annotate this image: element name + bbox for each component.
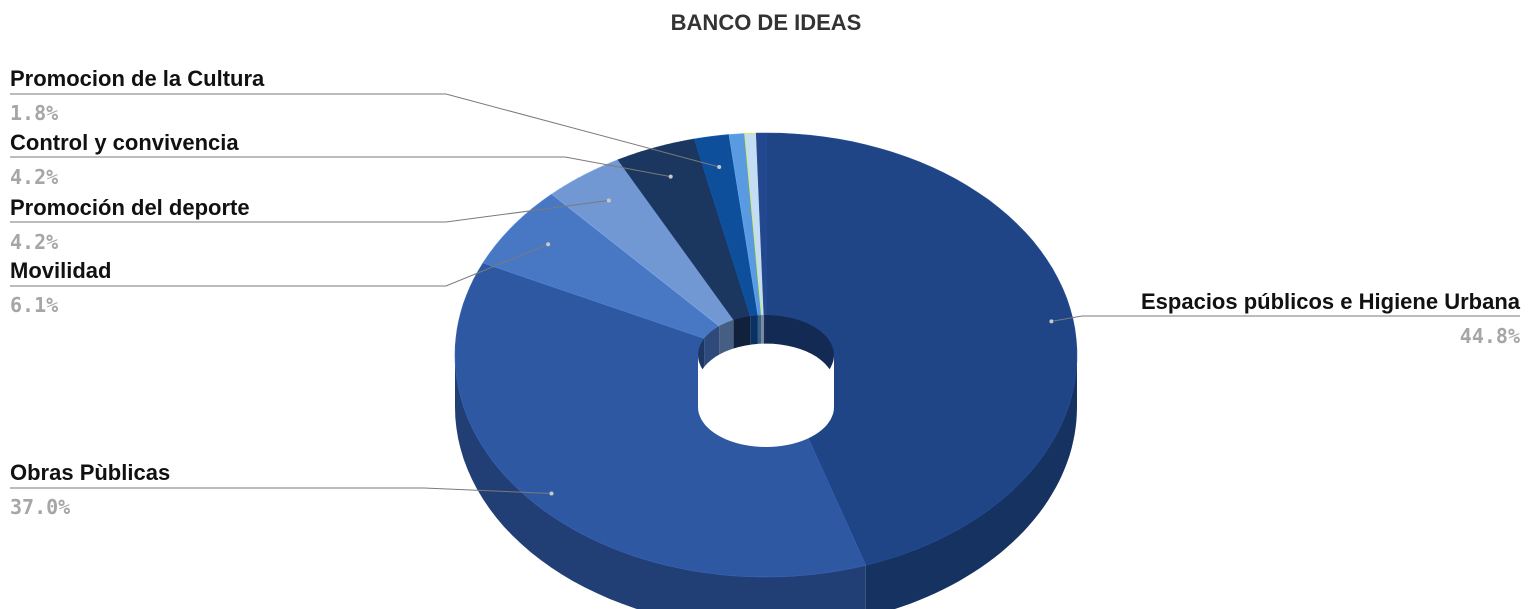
leader-line-control-y-convivencia — [10, 156, 671, 178]
value-label-espacios-publicos-e-higiene-urbana: 44.8% — [1460, 324, 1520, 348]
value-label-movilidad: 6.1% — [10, 293, 58, 317]
leader-dot-espacios-publicos-e-higiene-urbana — [1049, 319, 1054, 324]
leader-dot-movilidad — [546, 242, 551, 247]
slice-promocion-del-deporte — [551, 159, 735, 327]
leader-line-promocion-del-deporte — [10, 200, 609, 223]
slice-control-y-convivencia — [617, 138, 751, 321]
label-espacios-publicos-e-higiene-urbana: Espacios públicos e Higiene Urbana — [1141, 289, 1521, 314]
chart-title: BANCO DE IDEAS — [671, 10, 862, 35]
value-label-obras-publicas: 37.0% — [10, 495, 70, 519]
label-movilidad: Movilidad — [10, 258, 111, 283]
slice-side-espacios-publicos-e-higiene-urbana — [865, 355, 1077, 609]
leader-dot-obras-publicas — [549, 491, 554, 496]
leader-dot-control-y-convivencia — [668, 174, 673, 179]
leader-dot-promocion-de-la-cultura — [717, 165, 722, 169]
value-label-control-y-convivencia: 4.2% — [10, 165, 58, 189]
value-label-promocion-de-la-cultura: 1.8% — [10, 101, 58, 125]
label-obras-publicas: Obras Pùblicas — [10, 460, 170, 485]
label-promocion-del-deporte: Promoción del deporte — [10, 195, 250, 220]
value-label-promocion-del-deporte: 4.2% — [10, 230, 58, 254]
leader-line-espacios-publicos-e-higiene-urbana — [1051, 315, 1520, 322]
slice-labels: Espacios públicos e Higiene Urbana 44.8% O… — [10, 66, 1521, 519]
slice-side-obras-publicas — [455, 355, 866, 609]
label-promocion-de-la-cultura: Promocion de la Cultura — [10, 66, 265, 91]
leader-line-promocion-de-la-cultura — [10, 93, 720, 168]
donut-hole-opening — [698, 343, 834, 424]
leader-line-obras-publicas — [10, 487, 552, 494]
leader-line-movilidad — [10, 243, 549, 287]
label-control-y-convivencia: Control y convivencia — [10, 130, 239, 155]
pie-slices — [454, 132, 1078, 609]
leader-dot-promocion-del-deporte — [606, 198, 611, 203]
